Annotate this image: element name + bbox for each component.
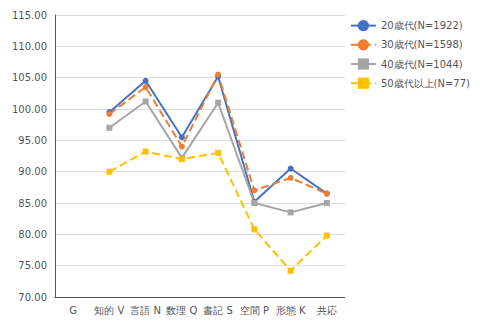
svg-text:30歳代(N=1598): 30歳代(N=1598) — [381, 39, 463, 50]
svg-text:共応: 共応 — [317, 305, 337, 316]
svg-text:110.00: 110.00 — [12, 41, 47, 52]
svg-text:空間 P: 空間 P — [240, 305, 269, 316]
svg-text:50歳代以上(N=77): 50歳代以上(N=77) — [381, 78, 470, 89]
svg-text:75.00: 75.00 — [18, 260, 47, 271]
svg-text:知的 V: 知的 V — [94, 305, 124, 316]
svg-text:80.00: 80.00 — [18, 229, 47, 240]
svg-text:100.00: 100.00 — [12, 104, 47, 115]
svg-text:90.00: 90.00 — [18, 166, 47, 177]
svg-text:言語 N: 言語 N — [130, 305, 161, 316]
svg-text:形態 K: 形態 K — [276, 305, 306, 316]
svg-text:20歳代(N=1922): 20歳代(N=1922) — [381, 20, 463, 31]
svg-text:40歳代(N=1044): 40歳代(N=1044) — [381, 59, 463, 70]
svg-text:数理 Q: 数理 Q — [166, 305, 197, 316]
svg-text:70.00: 70.00 — [18, 292, 47, 303]
svg-text:105.00: 105.00 — [12, 72, 47, 83]
svg-text:115.00: 115.00 — [12, 10, 47, 21]
svg-text:95.00: 95.00 — [18, 135, 47, 146]
svg-text:書記 S: 書記 S — [203, 305, 233, 316]
svg-text:G: G — [69, 305, 77, 316]
svg-text:85.00: 85.00 — [18, 198, 47, 209]
